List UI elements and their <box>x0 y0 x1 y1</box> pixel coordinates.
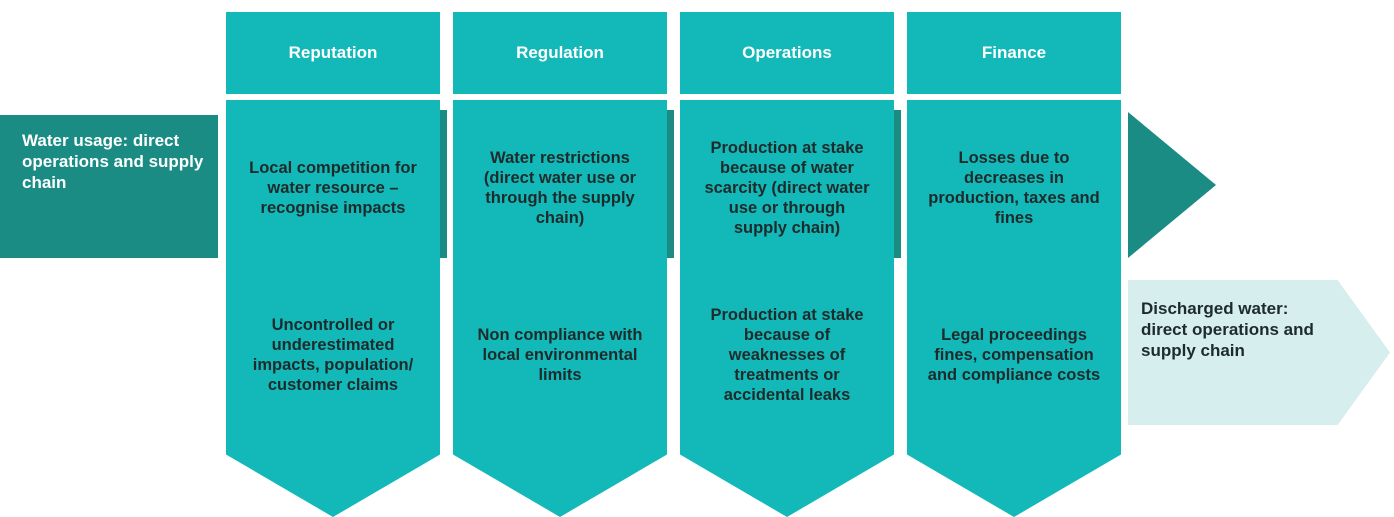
row-label: Water usage: direct operations and suppl… <box>22 131 204 192</box>
column-header: Operations <box>680 12 894 94</box>
row-arrow <box>1128 280 1390 425</box>
row-box <box>0 115 218 258</box>
cell-text: Production at stake because of weaknesse… <box>710 306 864 404</box>
row-label: Discharged water: direct operations and … <box>1141 299 1314 360</box>
connector <box>894 110 901 258</box>
column-body <box>680 100 894 517</box>
row-arrow <box>1128 112 1216 258</box>
connector <box>667 110 674 258</box>
cell-text: Production at stake because of water sca… <box>704 139 870 237</box>
cell-text: Legal proceedings fines, compensation an… <box>927 326 1101 384</box>
cell-text: Water restrictions (direct water use or … <box>483 149 637 227</box>
column-header: Finance <box>907 12 1121 94</box>
column-header: Reputation <box>226 12 440 94</box>
column-header: Regulation <box>453 12 667 94</box>
column-body <box>453 100 667 517</box>
cell-text: Non compliance with local environmental … <box>477 326 643 384</box>
column-body <box>226 100 440 517</box>
column-body <box>907 100 1121 517</box>
cell-text: Local competition for water resource – r… <box>249 159 417 217</box>
cell-text: Uncontrolled or underestimated impacts, … <box>252 316 414 394</box>
connector <box>440 110 447 258</box>
cell-text: Losses due to decreases in production, t… <box>928 149 1100 227</box>
